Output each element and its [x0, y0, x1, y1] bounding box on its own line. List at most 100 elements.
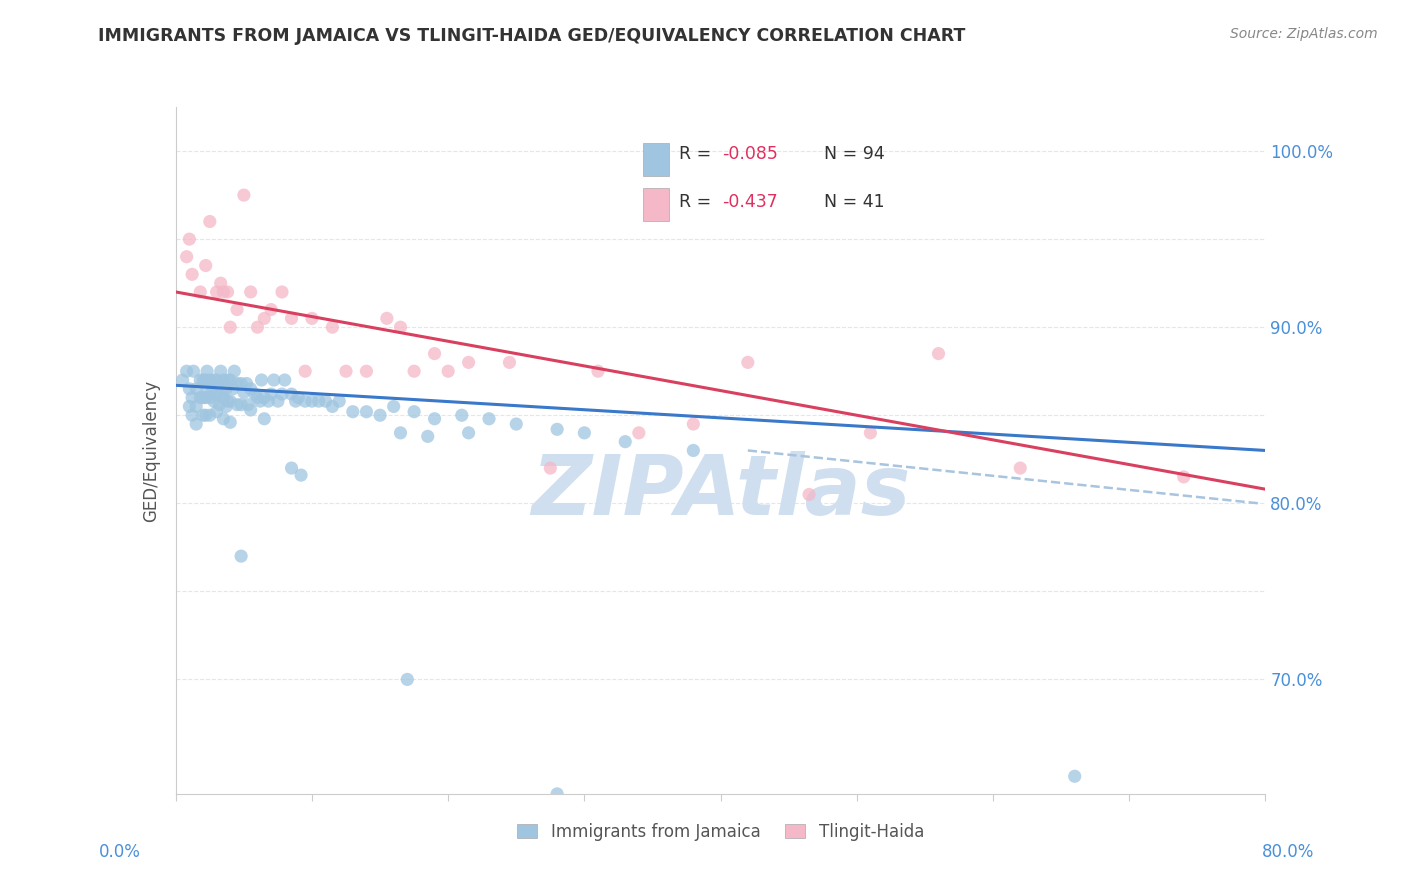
Point	[226, 302, 249, 317]
Point	[198, 409, 221, 423]
Point	[682, 443, 704, 458]
Point	[574, 425, 596, 440]
Point	[191, 391, 214, 405]
Point	[188, 373, 211, 387]
Point	[181, 391, 204, 405]
Point	[586, 364, 609, 378]
Point	[546, 787, 568, 801]
Point	[232, 385, 254, 400]
Point	[416, 429, 439, 443]
Point	[375, 311, 398, 326]
Point	[198, 373, 221, 387]
Point	[267, 394, 290, 409]
Point	[308, 394, 330, 409]
Point	[505, 417, 527, 431]
Text: ZIPAtlas: ZIPAtlas	[531, 451, 910, 533]
Point	[368, 409, 391, 423]
Point	[280, 311, 302, 326]
Point	[181, 268, 204, 282]
Point	[235, 376, 257, 391]
Point	[219, 415, 242, 429]
Point	[301, 311, 323, 326]
Text: -0.085: -0.085	[721, 145, 778, 162]
Point	[195, 364, 218, 378]
Point	[202, 373, 225, 387]
Point	[205, 373, 228, 387]
Point	[321, 400, 343, 414]
Point	[172, 373, 194, 387]
Point	[212, 285, 235, 299]
Point	[328, 394, 350, 409]
Point	[271, 285, 294, 299]
Point	[215, 400, 238, 414]
Point	[614, 434, 637, 449]
Point	[246, 320, 269, 334]
Y-axis label: GED/Equivalency: GED/Equivalency	[142, 379, 160, 522]
Point	[250, 373, 273, 387]
Point	[194, 259, 217, 273]
Point	[280, 461, 302, 475]
Point	[202, 394, 225, 409]
Point	[186, 417, 208, 431]
Point	[181, 409, 204, 423]
Point	[209, 276, 232, 290]
Point	[257, 394, 280, 409]
Point	[179, 232, 201, 246]
Point	[546, 422, 568, 436]
Point	[290, 468, 312, 483]
Point	[186, 382, 208, 396]
Point	[208, 376, 231, 391]
Point	[222, 382, 245, 396]
Point	[450, 409, 472, 423]
Point	[217, 285, 239, 299]
Point	[423, 411, 446, 425]
Point	[191, 373, 214, 387]
Point	[209, 364, 232, 378]
Point	[294, 364, 316, 378]
FancyBboxPatch shape	[643, 188, 669, 221]
Point	[205, 405, 228, 419]
Point	[280, 387, 302, 401]
Point	[423, 346, 446, 360]
Point	[287, 391, 309, 405]
Point	[205, 285, 228, 299]
Text: IMMIGRANTS FROM JAMAICA VS TLINGIT-HAIDA GED/EQUIVALENCY CORRELATION CHART: IMMIGRANTS FROM JAMAICA VS TLINGIT-HAIDA…	[98, 27, 966, 45]
Point	[212, 391, 235, 405]
Point	[457, 425, 479, 440]
Point	[274, 373, 297, 387]
Point	[335, 364, 357, 378]
Point	[217, 394, 239, 409]
Point	[201, 382, 224, 396]
Point	[226, 376, 249, 391]
Point	[498, 355, 520, 369]
Point	[260, 387, 283, 401]
Point	[176, 250, 198, 264]
Point	[226, 398, 249, 412]
Text: 80.0%: 80.0%	[1263, 843, 1315, 861]
Point	[682, 417, 704, 431]
Point	[179, 400, 201, 414]
Point	[232, 188, 254, 202]
Point	[253, 391, 276, 405]
Point	[198, 391, 221, 405]
Point	[246, 391, 269, 405]
Point	[284, 394, 307, 409]
Point	[239, 403, 262, 417]
Point	[1010, 461, 1032, 475]
Point	[212, 373, 235, 387]
Point	[1063, 769, 1085, 783]
Text: 0.0%: 0.0%	[98, 843, 141, 861]
Point	[212, 411, 235, 425]
Point	[236, 398, 259, 412]
Point	[342, 405, 364, 419]
Point	[188, 285, 211, 299]
Point	[209, 385, 232, 400]
Point	[356, 405, 378, 419]
Point	[253, 311, 276, 326]
Legend: Immigrants from Jamaica, Tlingit-Haida: Immigrants from Jamaica, Tlingit-Haida	[510, 816, 931, 847]
Text: R =: R =	[679, 145, 717, 162]
Point	[219, 320, 242, 334]
Point	[737, 355, 759, 369]
Point	[217, 373, 239, 387]
Point	[404, 405, 426, 419]
